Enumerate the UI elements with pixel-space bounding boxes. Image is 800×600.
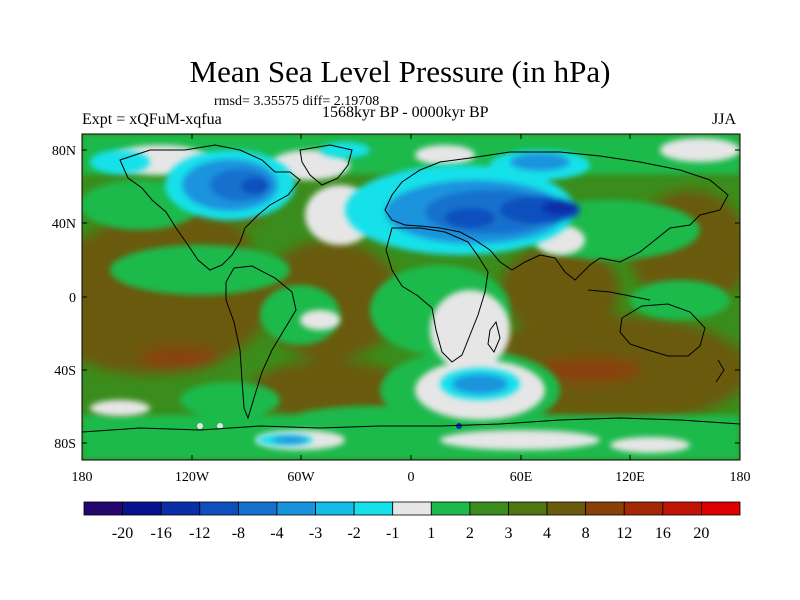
season-label: JJA (712, 111, 737, 128)
lat-tick-40s: 40S (54, 364, 76, 379)
colorbar-swatch (623, 501, 664, 516)
colorbar-label: -8 (232, 525, 245, 542)
colorbar-label: -4 (270, 525, 283, 542)
longitude-axis: 180 120W 60W 0 60E 120E 180 (72, 134, 751, 485)
lon-tick-120e: 120E (615, 470, 645, 485)
colorbar-swatch (469, 501, 509, 516)
colorbar-swatch (353, 501, 394, 516)
anomaly-field (82, 134, 740, 460)
lon-tick-60e: 60E (510, 470, 533, 485)
lat-tick-80s: 80S (54, 437, 76, 452)
latitude-axis: 80N 40N 0 40S 80S (52, 144, 740, 452)
colorbar-label: 4 (543, 525, 551, 542)
colorbar-swatch (83, 501, 123, 516)
colorbar-label: 1 (427, 525, 435, 542)
negative-anomaly-zones (90, 142, 590, 446)
colorbar-swatch (237, 501, 278, 516)
colorbar-swatch (122, 501, 162, 516)
colorbar-swatch (546, 501, 587, 516)
colorbar-label: -2 (347, 525, 360, 542)
colorbar-swatch (315, 501, 355, 516)
colorbar-label: 8 (582, 525, 590, 542)
experiment-label: Expt = xQFuM-xqfua (82, 111, 222, 128)
map-title: Mean Sea Level Pressure (in hPa) (189, 54, 611, 89)
stats-text: rmsd= 3.35575 diff= 2.19708 (214, 94, 380, 109)
coastlines (82, 144, 740, 433)
lon-tick-60w: 60W (287, 470, 315, 485)
colorbar-label: -12 (189, 525, 210, 542)
lon-tick-180w: 180 (72, 470, 93, 485)
colorbar-swatch (276, 501, 316, 516)
colorbar-label: 16 (655, 525, 671, 542)
colorbar-swatch (585, 501, 625, 516)
colorbar-label: -1 (386, 525, 399, 542)
colorbar-label: 20 (693, 525, 709, 542)
colorbar-label: 2 (466, 525, 474, 542)
colorbar: -20 -16 -12 -8 -4 -3 -2 -1 1 2 3 4 8 12 16 20 (83, 501, 741, 542)
colorbar-swatch (160, 501, 201, 516)
lon-tick-180e: 180 (730, 470, 751, 485)
lon-tick-120w: 120W (175, 470, 210, 485)
colorbar-swatch (662, 501, 702, 516)
colorbar-swatch (430, 501, 471, 516)
period-label: 1568kyr BP - 0000kyr BP (322, 104, 489, 121)
colorbar-label: 12 (616, 525, 632, 542)
colorbar-swatch (701, 501, 741, 516)
colorbar-swatch (508, 501, 548, 516)
lat-tick-0: 0 (69, 291, 76, 306)
colorbar-swatch (199, 501, 239, 516)
lat-tick-80n: 80N (52, 144, 76, 159)
lon-tick-0: 0 (408, 470, 415, 485)
colorbar-label: -3 (309, 525, 322, 542)
colorbar-label: -20 (112, 525, 133, 542)
colorbar-label: 3 (504, 525, 512, 542)
lat-tick-40n: 40N (52, 217, 76, 232)
colorbar-label: -16 (151, 525, 172, 542)
colorbar-swatch (392, 501, 432, 516)
